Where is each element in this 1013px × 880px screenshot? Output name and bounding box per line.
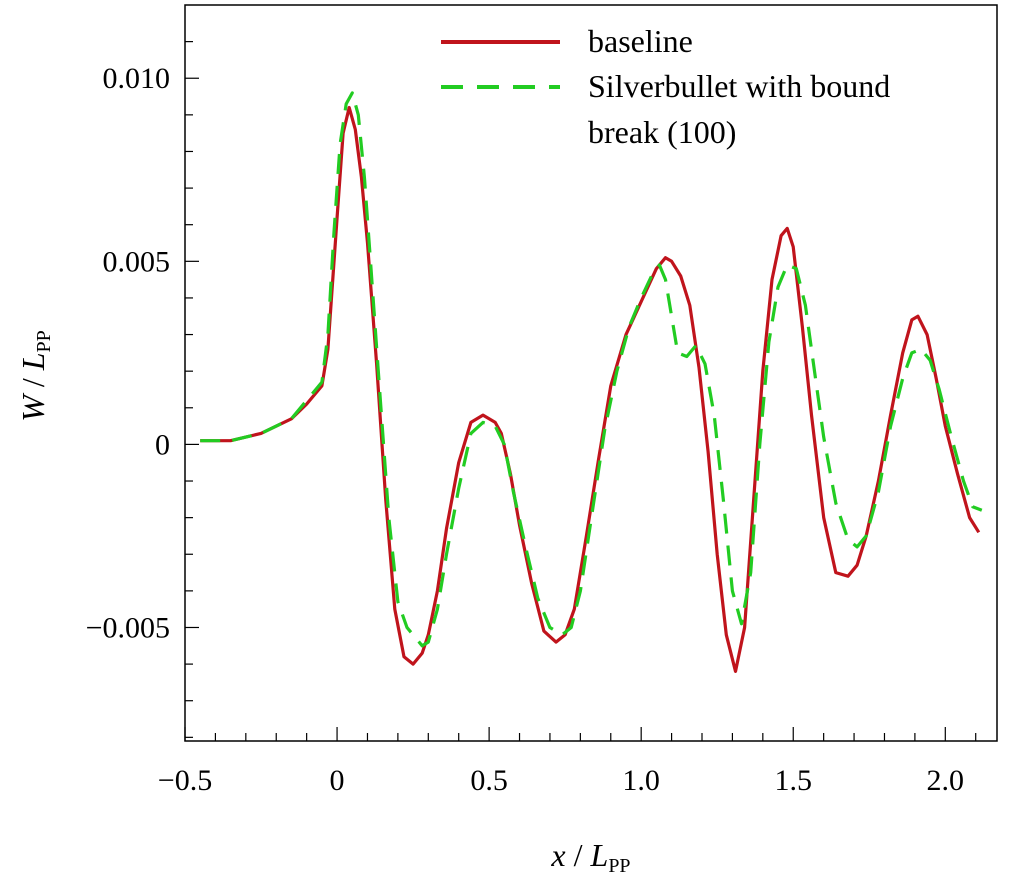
x-tick-label: 2.0 — [927, 764, 965, 797]
y-axis-sep: / — [15, 370, 51, 395]
y-axis-main: L — [15, 352, 51, 371]
x-axis-title: x / LPP — [550, 837, 630, 877]
legend: baseline Silverbullet with bound break (… — [441, 23, 898, 150]
tick-labels: −0.5 0 0.5 1.0 1.5 2.0 −0.005 0 0.005 0.010 — [86, 62, 964, 797]
series-line-baseline — [200, 105, 981, 674]
x-axis-sep: / — [566, 837, 591, 873]
y-tick-label: 0 — [155, 428, 170, 461]
x-axis-var: x — [550, 837, 565, 873]
axis-ticks — [184, 41, 977, 741]
legend-label-baseline: baseline — [588, 23, 693, 59]
series-line-silverbullet — [200, 91, 983, 648]
x-axis-main: L — [590, 837, 609, 873]
legend-label-silverbullet-line2: break (100) — [588, 114, 736, 150]
legend-label-silverbullet: Silverbullet with bound break (100) — [588, 68, 898, 150]
plot-border — [184, 4, 998, 742]
y-tick-label: 0.005 — [103, 245, 171, 278]
series-layer — [200, 91, 983, 674]
x-tick-label: 1.0 — [622, 764, 660, 797]
legend-label-silverbullet-line1: Silverbullet with bound — [588, 68, 890, 104]
y-tick-label: 0.010 — [103, 62, 171, 95]
x-tick-label: −0.5 — [158, 764, 212, 797]
y-axis-sub: PP — [33, 330, 55, 352]
plot-frame — [184, 4, 998, 742]
x-axis-sub: PP — [608, 855, 630, 877]
y-tick-label: −0.005 — [86, 611, 170, 644]
y-axis-var: W — [15, 392, 51, 422]
x-tick-label: 0.5 — [470, 764, 508, 797]
y-axis-title: W / LPP — [15, 330, 55, 422]
x-tick-label: 0 — [330, 764, 345, 797]
x-tick-label: 1.5 — [774, 764, 812, 797]
